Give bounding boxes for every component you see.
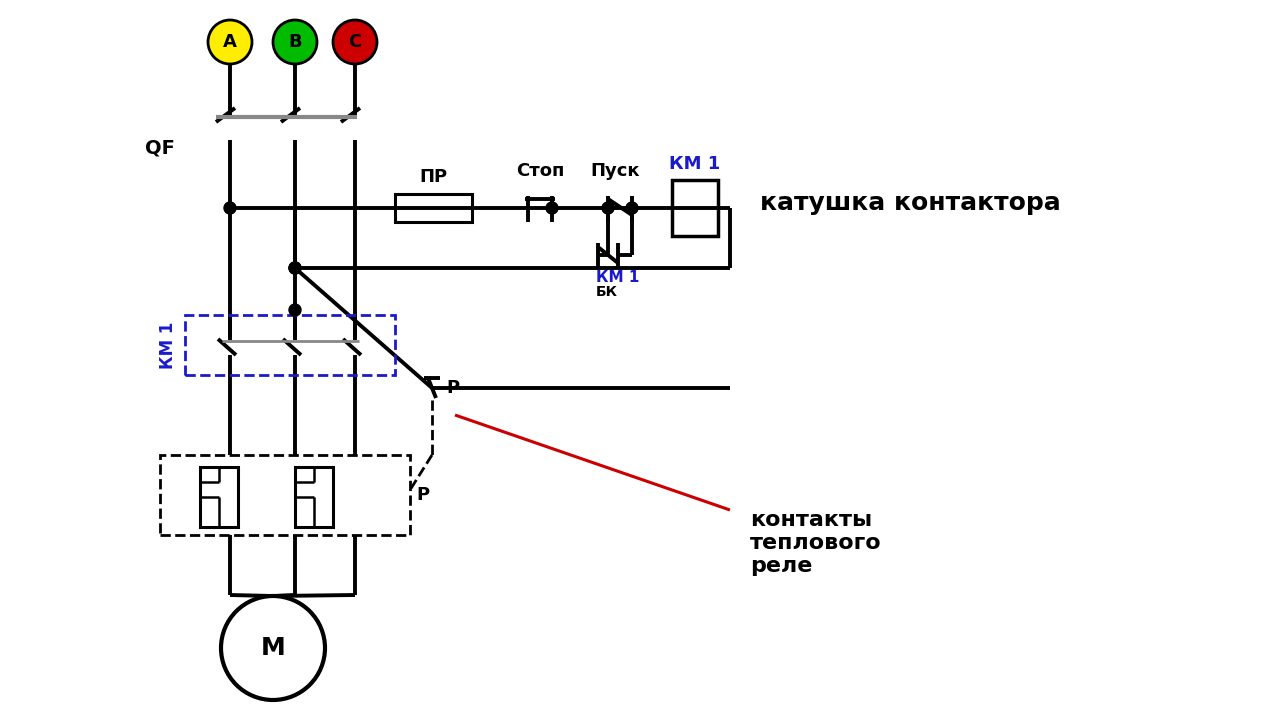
Text: P: P (445, 379, 460, 397)
Circle shape (273, 20, 317, 64)
Circle shape (289, 262, 301, 274)
Bar (200, 467, 238, 527)
Circle shape (209, 20, 252, 64)
Text: QF: QF (145, 138, 175, 158)
Circle shape (547, 202, 558, 214)
Circle shape (602, 202, 614, 214)
Bar (160, 455, 410, 535)
Bar (672, 180, 718, 236)
Circle shape (289, 262, 301, 274)
Text: B: B (288, 33, 302, 51)
Text: P: P (416, 486, 429, 504)
Text: КМ 1: КМ 1 (159, 321, 177, 369)
Text: БК: БК (596, 285, 618, 299)
Text: КМ 1: КМ 1 (596, 270, 640, 285)
Text: Стоп: Стоп (516, 162, 564, 180)
Circle shape (289, 304, 301, 316)
Bar (294, 467, 333, 527)
Text: M: M (261, 636, 285, 660)
Text: контакты
теплового
реле: контакты теплового реле (750, 510, 882, 577)
Text: Пуск: Пуск (590, 162, 640, 180)
Bar (396, 194, 472, 222)
Text: КМ 1: КМ 1 (669, 155, 721, 173)
Text: C: C (348, 33, 362, 51)
Text: A: A (223, 33, 237, 51)
Circle shape (626, 202, 637, 214)
Circle shape (224, 202, 236, 214)
Bar (186, 315, 396, 375)
Text: катушка контактора: катушка контактора (760, 191, 1061, 215)
Text: ПР: ПР (420, 168, 448, 186)
Circle shape (333, 20, 378, 64)
